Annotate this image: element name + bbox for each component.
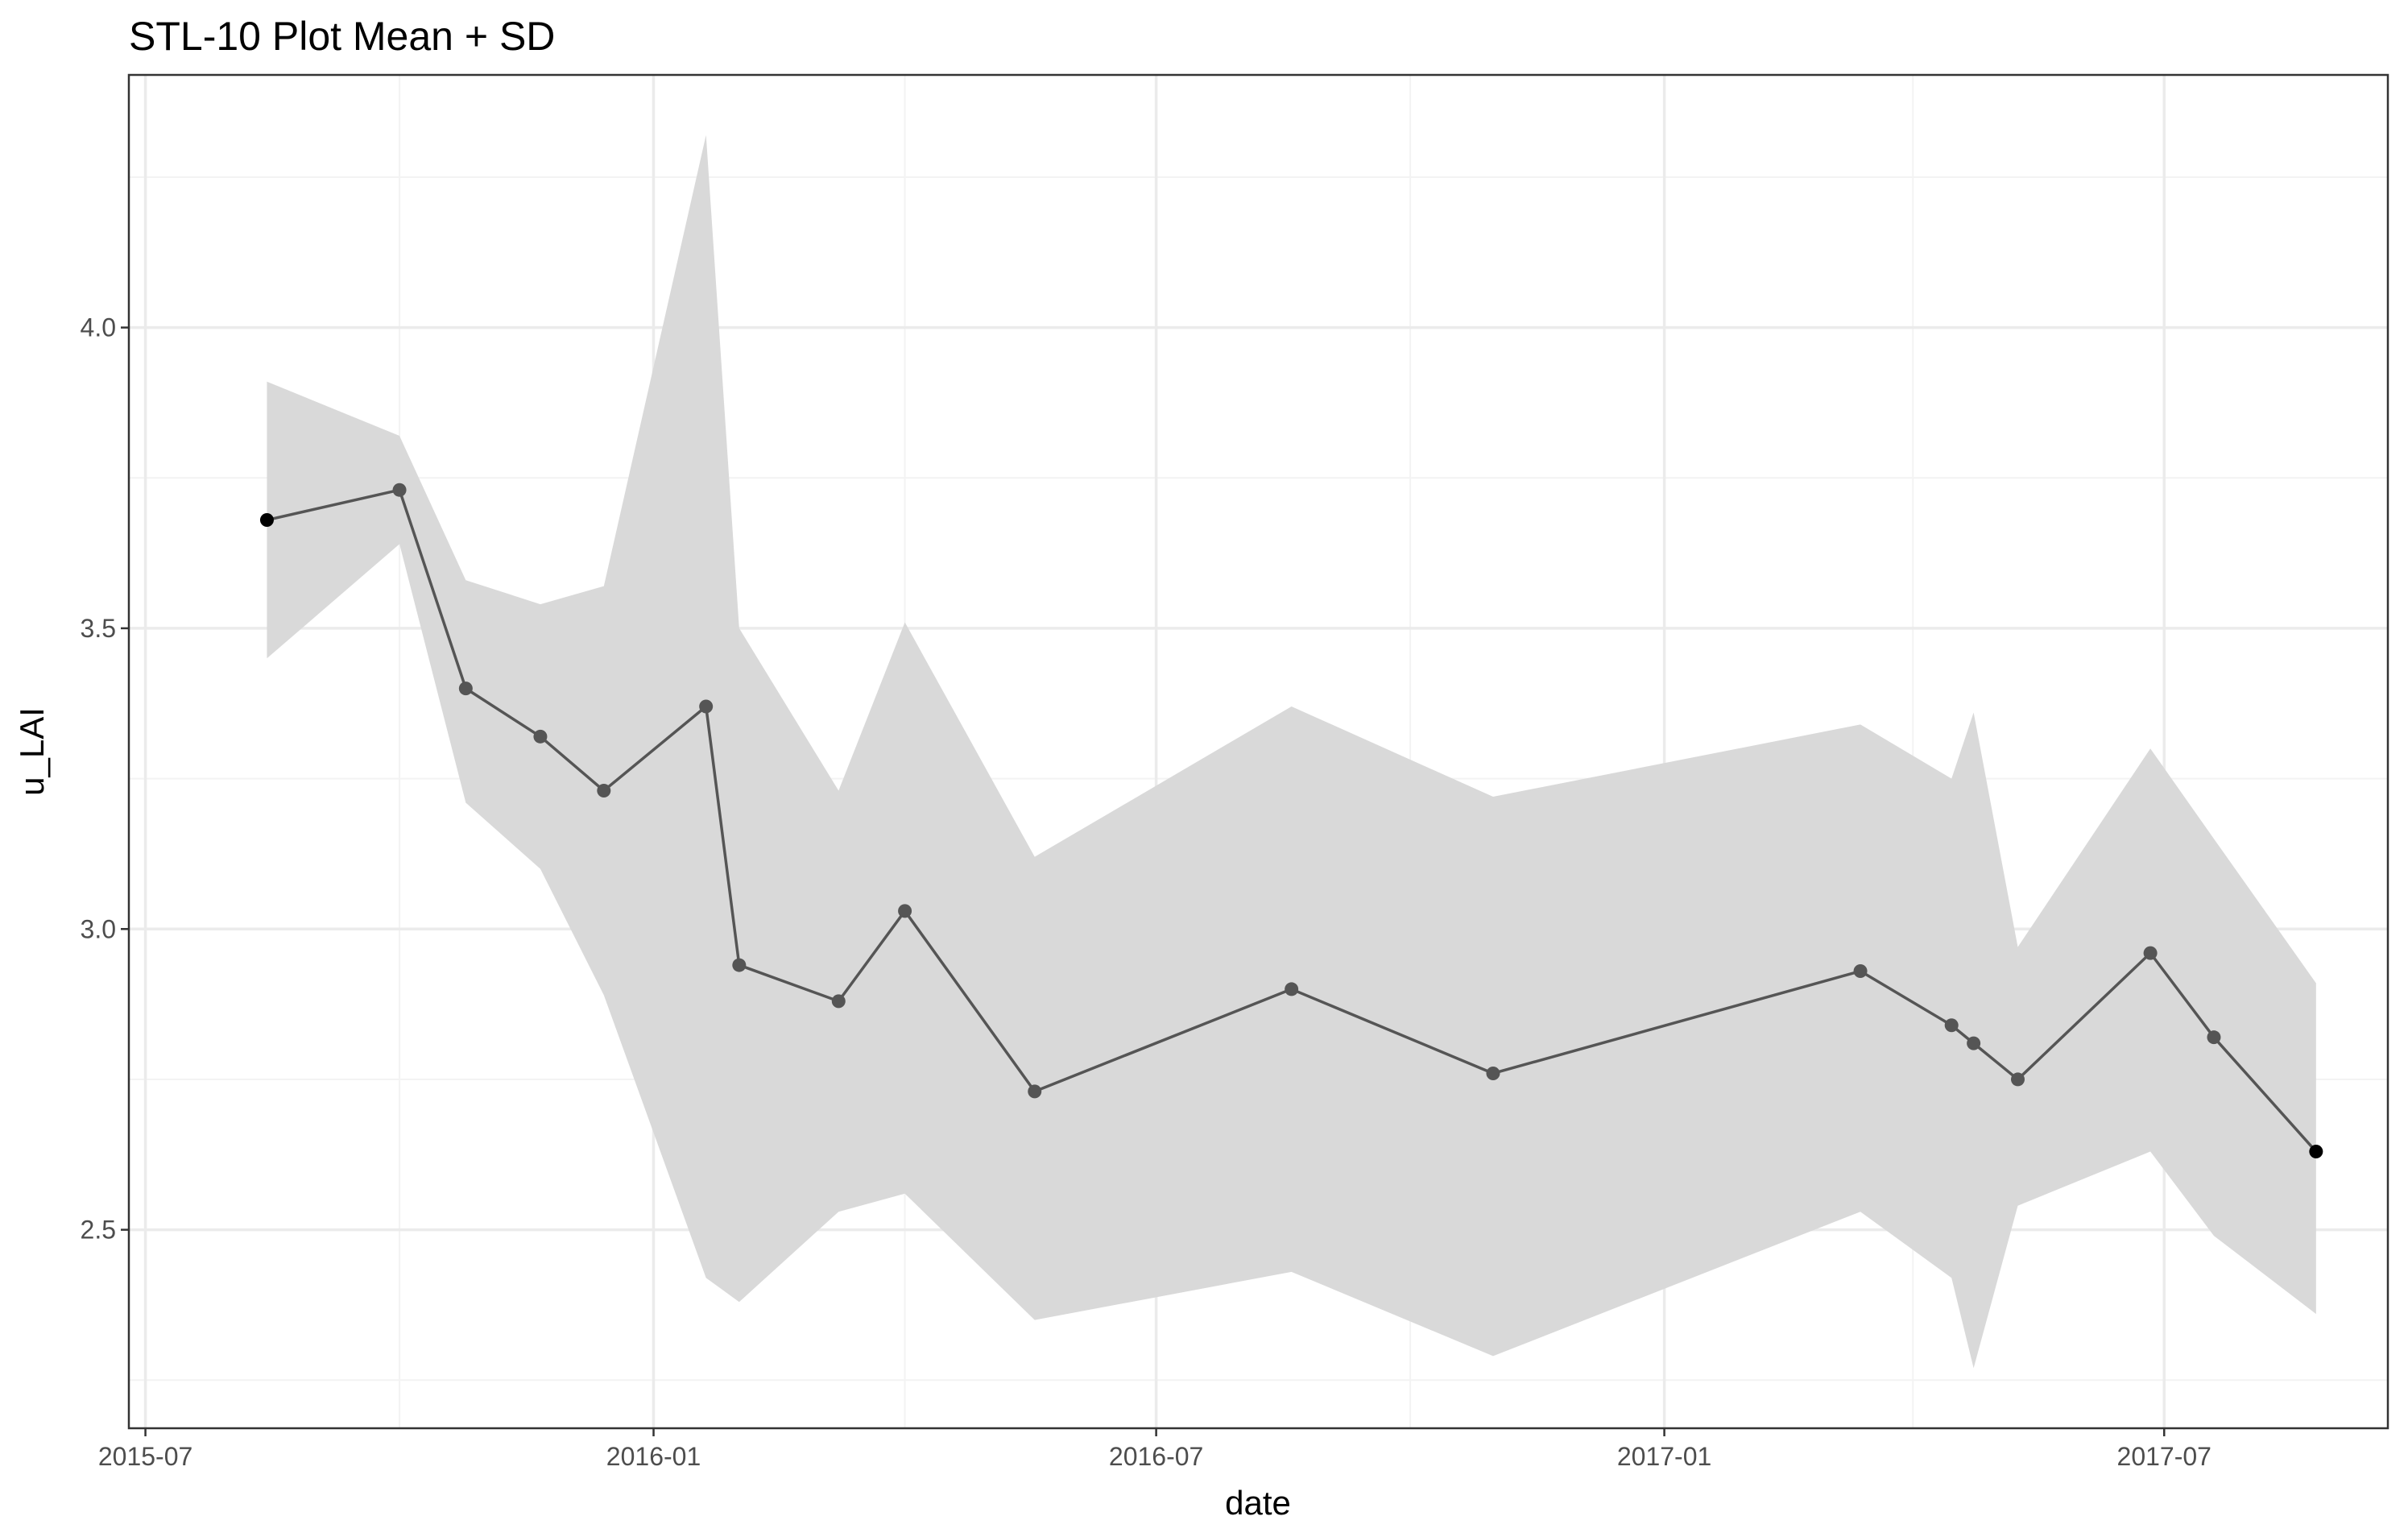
- mean-point: [1486, 1066, 1500, 1080]
- mean-point: [533, 729, 548, 744]
- mean-point: [2207, 1030, 2221, 1045]
- y-tick-label: 4.0: [81, 313, 116, 342]
- x-tick-label: 2016-07: [1109, 1442, 1203, 1471]
- mean-point: [699, 699, 714, 714]
- mean-point: [392, 483, 407, 497]
- mean-point: [259, 513, 274, 528]
- mean-point: [1944, 1018, 1959, 1033]
- mean-point: [2011, 1072, 2025, 1087]
- mean-point: [2309, 1145, 2323, 1159]
- mean-point: [597, 784, 611, 798]
- y-tick-label: 3.5: [81, 614, 116, 643]
- mean-point: [831, 994, 846, 1009]
- mean-point: [2143, 946, 2158, 960]
- y-tick-label: 2.5: [81, 1216, 116, 1245]
- x-tick-label: 2016-01: [606, 1442, 701, 1471]
- x-tick-label: 2015-07: [98, 1442, 192, 1471]
- chart-title: STL-10 Plot Mean + SD: [129, 14, 555, 59]
- y-tick-label: 3.0: [81, 914, 116, 943]
- y-axis: 2.5 3.0 3.5 4.0: [81, 313, 129, 1245]
- plot-panel-border: [127, 73, 2389, 1430]
- mean-point: [732, 958, 747, 972]
- mean-point: [458, 682, 473, 696]
- x-axis-title: date: [1225, 1484, 1291, 1522]
- sd-ribbon: [267, 135, 2316, 1369]
- mean-point: [1028, 1084, 1042, 1099]
- sd-ribbon-layer: [267, 135, 2316, 1369]
- mean-point: [898, 904, 912, 918]
- mean-point: [1967, 1036, 1981, 1050]
- mean-points-layer: [259, 483, 2323, 1159]
- x-tick-label: 2017-07: [2117, 1442, 2211, 1471]
- x-axis: 2015-07 2016-01 2016-07 2017-01 2017-07: [98, 1428, 2211, 1471]
- mean-point: [1285, 982, 1299, 996]
- x-tick-label: 2017-01: [1617, 1442, 1711, 1471]
- mean-point: [1853, 964, 1868, 979]
- y-axis-title: u_LAI: [13, 707, 51, 796]
